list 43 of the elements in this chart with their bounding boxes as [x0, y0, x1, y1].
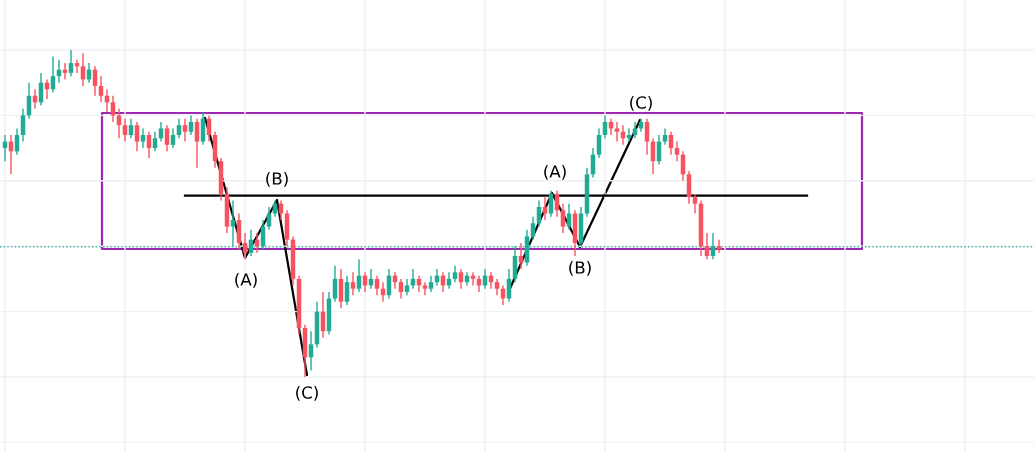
candlestick: [506, 268, 512, 303]
text: (C): [296, 385, 318, 401]
candlestick: [692, 193, 698, 215]
candlestick: [548, 189, 554, 218]
candlestick: [152, 131, 158, 153]
candlestick: [344, 274, 350, 306]
annotation: (C): [630, 95, 652, 111]
candlestick: [614, 121, 620, 143]
candlestick: [518, 242, 524, 270]
candlestick: [500, 284, 506, 306]
annotation: (A): [235, 272, 257, 288]
candlestick: [170, 127, 176, 149]
candlestick: [134, 121, 140, 153]
candlestick: [68, 49, 74, 77]
candlestick: [182, 117, 188, 143]
candlestick: [242, 232, 248, 260]
candlestick: [596, 127, 602, 159]
candlestick: [116, 108, 122, 139]
candlestick: [278, 199, 284, 221]
candlestick: [158, 121, 164, 143]
candlestick: [140, 127, 146, 149]
candlestick: [350, 271, 356, 296]
candlestick: [374, 274, 380, 296]
candlestick: [194, 117, 200, 169]
candlestick: [332, 265, 338, 303]
candlestick: [176, 117, 182, 139]
candlestick: [128, 117, 134, 139]
candlestick: [458, 268, 464, 290]
candlestick: [188, 114, 194, 136]
annotation: (B): [266, 171, 288, 187]
candlestick: [542, 196, 548, 221]
candlestick: [398, 278, 404, 300]
candlestick: [122, 117, 128, 143]
candlestick: [98, 75, 104, 104]
annotation: (B): [569, 260, 591, 276]
candlestick: [704, 232, 710, 260]
candlestick: [20, 108, 26, 143]
candlestick: [644, 117, 650, 156]
candlestick: [422, 281, 428, 296]
candlestick: [560, 202, 566, 234]
annotation: (A): [544, 164, 566, 180]
candlestick: [164, 124, 170, 153]
candlestick: [674, 140, 680, 162]
